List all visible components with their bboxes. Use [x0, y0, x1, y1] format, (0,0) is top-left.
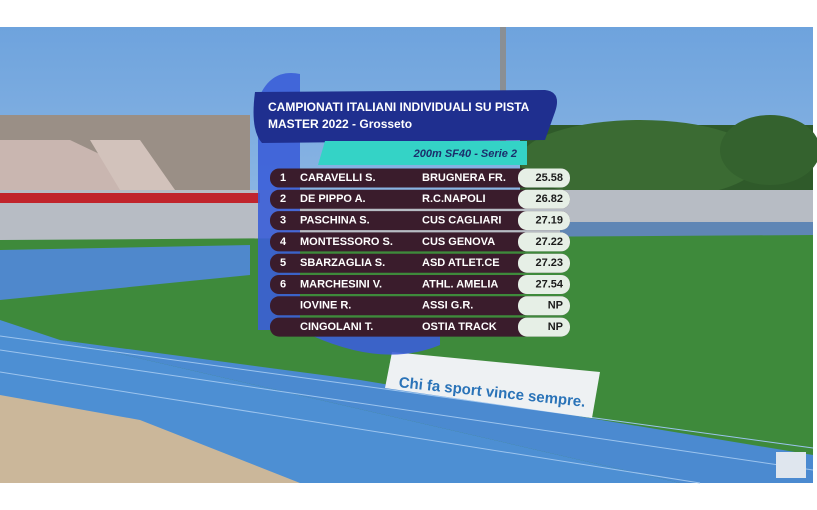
event-label: 200m SF40 - Serie 2 — [413, 148, 517, 160]
result-time: 27.23 — [535, 257, 563, 269]
time-bg — [518, 168, 570, 188]
row-bg — [270, 253, 570, 273]
rank: 3 — [280, 215, 286, 227]
result-time: NP — [548, 300, 563, 312]
result-row: CINGOLANI T. OSTIA TRACK NP — [270, 317, 570, 337]
rank: 5 — [280, 257, 286, 269]
time-bg — [518, 189, 570, 209]
time-bg — [518, 296, 570, 316]
results-table: 1 CARAVELLI S. BRUGNERA FR. 25.58 2 DE PIPPO … — [270, 168, 570, 337]
result-row: 1 CARAVELLI S. BRUGNERA FR. 25.58 — [270, 168, 570, 188]
club: ASD ATLET.CE — [422, 257, 500, 269]
club: ATHL. AMELIA — [422, 278, 498, 290]
row-bg — [270, 317, 570, 337]
time-bg — [518, 317, 570, 337]
result-time: NP — [548, 321, 563, 333]
time-bg — [518, 211, 570, 231]
time-bg — [518, 253, 570, 273]
title-line: MASTER 2022 - Grosseto — [268, 117, 412, 131]
result-row: 4 MONTESSORO S. CUS GENOVA 27.22 — [270, 232, 570, 252]
rank: 2 — [280, 193, 286, 205]
result-time: 25.58 — [535, 172, 563, 184]
club: BRUGNERA FR. — [422, 172, 506, 184]
club: R.C.NAPOLI — [422, 193, 486, 205]
row-bg — [270, 296, 570, 316]
result-time: 27.19 — [535, 215, 563, 227]
athlete-name: PASCHINA S. — [300, 215, 370, 227]
club: ASSI G.R. — [422, 300, 473, 312]
athlete-name: CINGOLANI T. — [300, 321, 373, 333]
club: CUS CAGLIARI — [422, 215, 501, 227]
result-row: 2 DE PIPPO A. R.C.NAPOLI 26.82 — [270, 189, 570, 209]
row-bg — [270, 189, 570, 209]
club: CUS GENOVA — [422, 236, 495, 248]
title-line: CAMPIONATI ITALIANI INDIVIDUALI SU PISTA — [268, 100, 530, 114]
athlete-name: MARCHESINI V. — [300, 278, 382, 290]
time-bg — [518, 275, 570, 294]
row-bg — [270, 232, 570, 252]
rank: 1 — [280, 172, 286, 184]
result-time: 26.82 — [535, 193, 563, 205]
result-row: 6 MARCHESINI V. ATHL. AMELIA 27.54 — [270, 275, 570, 294]
result-time: 27.22 — [535, 236, 563, 248]
result-row: 3 PASCHINA S. CUS CAGLIARI 27.19 — [270, 211, 570, 231]
athlete-name: DE PIPPO A. — [300, 193, 366, 205]
club: OSTIA TRACK — [422, 321, 497, 333]
row-bg — [270, 211, 570, 231]
row-bg — [270, 275, 570, 294]
rank: 4 — [280, 236, 287, 248]
athlete-name: IOVINE R. — [300, 300, 351, 312]
result-row: IOVINE R. ASSI G.R. NP — [270, 296, 570, 316]
athlete-name: CARAVELLI S. — [300, 172, 376, 184]
row-bg — [270, 168, 570, 188]
athlete-name: SBARZAGLIA S. — [300, 257, 385, 269]
result-time: 27.54 — [535, 278, 563, 290]
athlete-name: MONTESSORO S. — [300, 236, 393, 248]
rank: 6 — [280, 278, 286, 290]
time-bg — [518, 232, 570, 252]
result-row: 5 SBARZAGLIA S. ASD ATLET.CE 27.23 — [270, 253, 570, 273]
